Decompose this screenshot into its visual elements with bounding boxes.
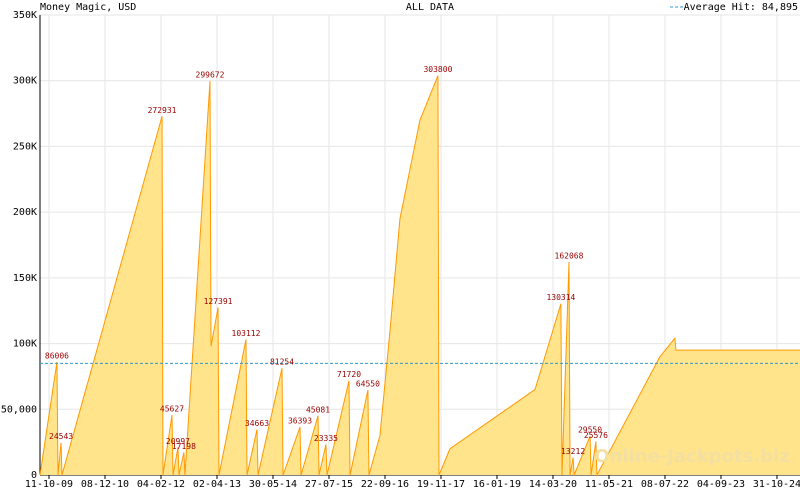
value-label: 127391 — [204, 297, 233, 306]
y-tick-label: 250K — [13, 141, 37, 152]
value-label: 162068 — [555, 251, 584, 260]
y-tick-label: 300K — [13, 76, 37, 87]
value-label: 20997 — [166, 437, 190, 446]
y-tick-label: 100K — [13, 339, 37, 350]
value-label: 103112 — [232, 329, 261, 338]
x-tick-label: 02-04-13 — [193, 479, 241, 490]
value-label: 45627 — [160, 405, 184, 414]
watermark: Online-Jackpots.biz — [594, 446, 789, 467]
x-tick-label: 31-10-24 — [753, 479, 800, 490]
y-tick-label: 150K — [13, 273, 37, 284]
x-tick-label: 08-12-10 — [81, 479, 129, 490]
area — [40, 75, 800, 475]
chart-subtitle: ALL DATA — [406, 2, 454, 13]
x-tick-label: 11-10-09 — [25, 479, 73, 490]
value-label: 25576 — [584, 431, 608, 440]
x-tick-label: 04-02-12 — [137, 479, 185, 490]
x-tick-label: 19-11-17 — [417, 479, 465, 490]
value-label: 29550 — [578, 426, 602, 435]
y-tick-label: 350K — [13, 10, 37, 21]
value-label: 34663 — [245, 419, 269, 428]
value-label: 81254 — [270, 358, 294, 367]
y-tick-label: 200K — [13, 207, 37, 218]
y-tick-label: 0 — [31, 470, 37, 481]
x-tick-label: 22-09-16 — [361, 479, 409, 490]
x-tick-label: 16-01-19 — [473, 479, 521, 490]
x-tick-label: 04-09-23 — [697, 479, 745, 490]
x-tick-label: 11-05-21 — [585, 479, 633, 490]
value-label: 86006 — [45, 351, 69, 360]
x-tick-label: 30-05-14 — [249, 479, 297, 490]
value-label: 17198 — [172, 442, 196, 451]
value-label: 36393 — [288, 417, 312, 426]
value-label: 272931 — [148, 106, 177, 115]
x-tick-label: 08-07-22 — [641, 479, 689, 490]
value-label: 24543 — [49, 432, 73, 441]
x-tick-label: 27-07-15 — [305, 479, 353, 490]
value-label: 71720 — [337, 370, 361, 379]
x-tick-label: 14-03-20 — [529, 479, 577, 490]
plot — [39, 75, 800, 477]
value-label: 45081 — [306, 405, 330, 414]
value-label: 13212 — [561, 447, 585, 456]
y-tick-label: 50,000 — [1, 404, 37, 415]
value-label: 303800 — [423, 65, 452, 74]
average-legend: Average Hit: 84,895 — [684, 2, 798, 13]
value-label: 299672 — [196, 71, 225, 80]
value-label: 64550 — [356, 380, 380, 389]
value-label: 130314 — [546, 293, 575, 302]
area-line — [39, 75, 800, 477]
chart-title: Money Magic, USD — [40, 2, 136, 13]
value-label: 23335 — [314, 434, 338, 443]
